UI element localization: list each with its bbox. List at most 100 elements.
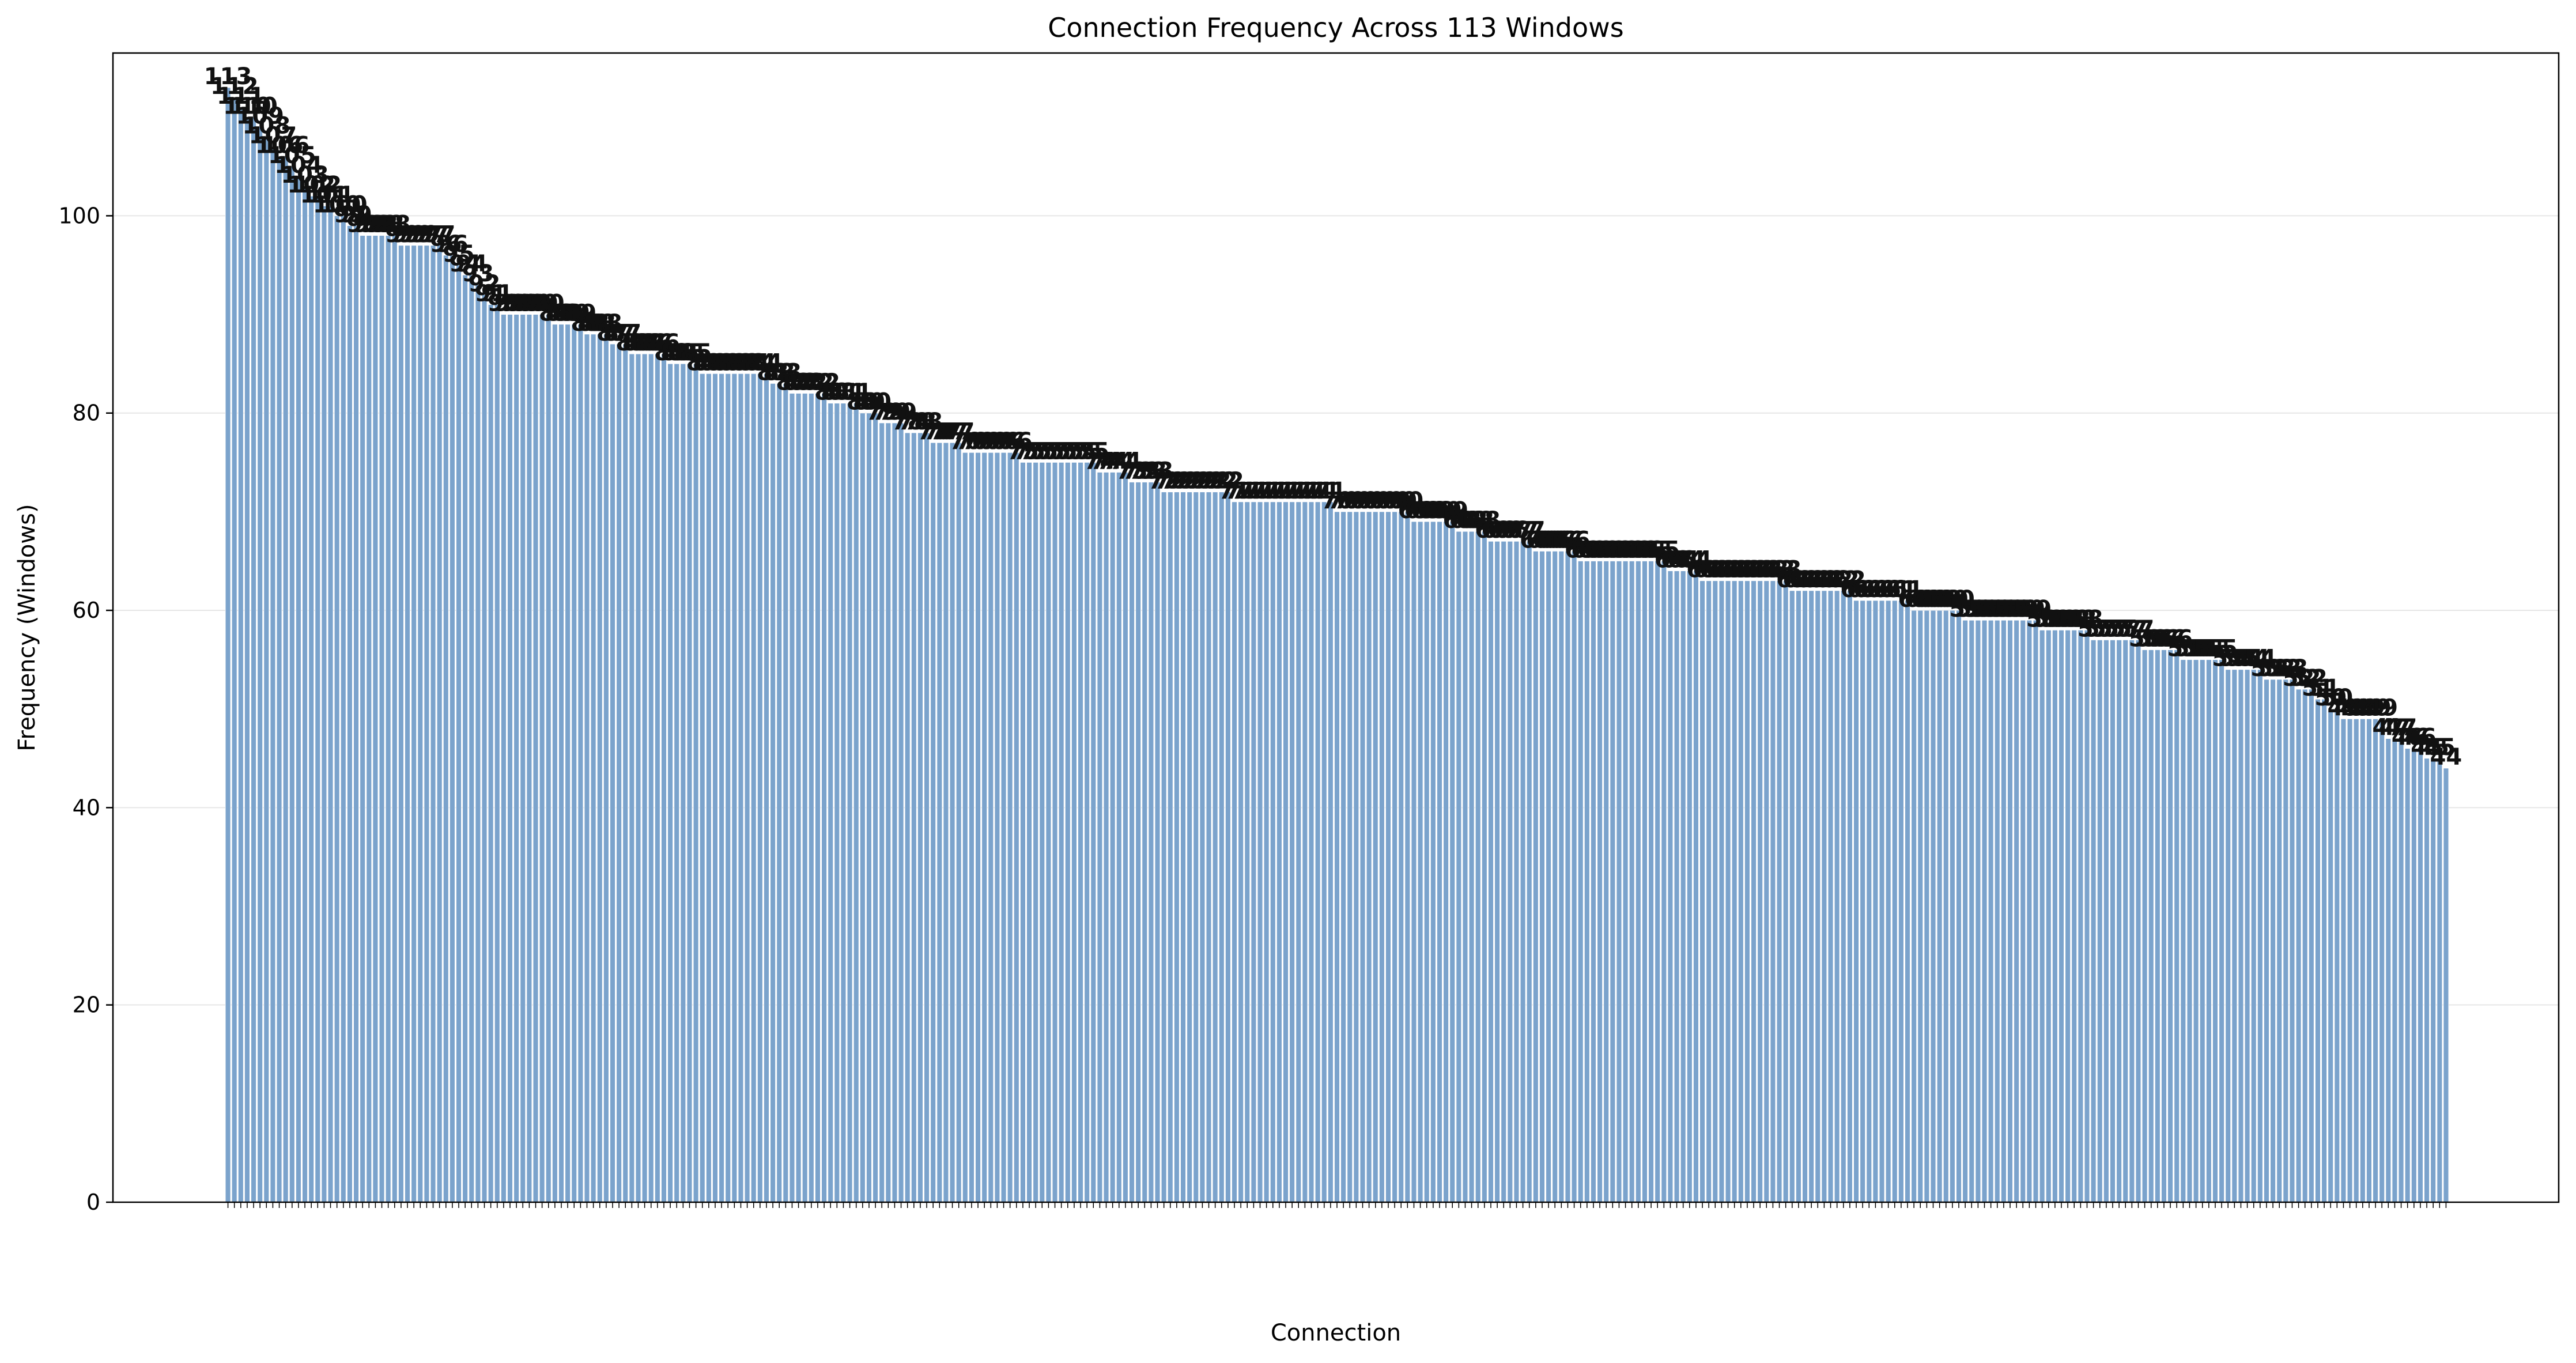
bar — [898, 422, 904, 1203]
bar-value-label: 78 — [904, 409, 936, 435]
bar-value-label: 56 — [2160, 626, 2193, 652]
bar — [2302, 689, 2308, 1203]
bar — [340, 216, 346, 1203]
bar-value-label: 62 — [1827, 567, 1860, 593]
bar-value-label: 95 — [443, 241, 475, 267]
bar-value-label: 72 — [1212, 468, 1244, 494]
bar-value-label: 65 — [1629, 537, 1661, 563]
bar — [1808, 590, 1815, 1203]
bar-value-label: 88 — [590, 310, 622, 337]
bar — [1340, 511, 1346, 1203]
bar-value-label: 60 — [1898, 586, 1930, 613]
bar-value-label: 49 — [2359, 694, 2392, 721]
bar — [1577, 561, 1584, 1203]
bar — [430, 245, 436, 1203]
bar — [2328, 708, 2334, 1203]
bar — [1693, 571, 1699, 1203]
bar-value-label: 74 — [1103, 448, 1135, 474]
bar — [2186, 659, 2193, 1203]
bar — [334, 216, 340, 1203]
bar — [2244, 669, 2250, 1203]
bar-value-label: 59 — [1994, 596, 2026, 622]
bar-value-label: 87 — [596, 320, 629, 346]
bar — [2020, 620, 2026, 1203]
bar — [847, 403, 853, 1203]
bar-value-label: 57 — [2078, 616, 2110, 642]
bar — [1398, 511, 1404, 1203]
bar — [1507, 541, 1513, 1203]
bar — [1392, 511, 1397, 1203]
bar-value-label: 89 — [552, 300, 584, 327]
bar-value-label: 85 — [674, 339, 706, 366]
bar — [1532, 550, 1539, 1203]
bar — [2283, 679, 2289, 1203]
bar — [1757, 580, 1763, 1203]
bar-value-label: 90 — [507, 290, 539, 317]
bar — [424, 245, 430, 1203]
bar — [1796, 590, 1801, 1203]
bar-value-label: 52 — [2289, 665, 2321, 692]
bar — [1616, 561, 1622, 1203]
bar — [1257, 501, 1263, 1203]
bar-value-label: 67 — [1513, 517, 1546, 543]
bar — [1084, 462, 1090, 1203]
bar-value-label: 57 — [2109, 616, 2141, 642]
bar — [1975, 620, 1981, 1203]
bar — [1090, 462, 1097, 1203]
bar — [315, 195, 321, 1203]
bar-value-label: 60 — [1911, 586, 1943, 613]
bar-value-label: 50 — [2314, 685, 2347, 711]
bar-value-label: 110 — [229, 93, 278, 119]
bar — [1142, 482, 1148, 1203]
bar-value-label: 75 — [1033, 438, 1065, 465]
bar-value-label: 66 — [1558, 527, 1591, 553]
bar-value-label: 72 — [1154, 468, 1187, 494]
bar-value-label: 98 — [353, 212, 385, 238]
bar — [231, 97, 237, 1203]
bar — [405, 245, 410, 1203]
bar-value-label: 70 — [1366, 488, 1398, 514]
bar-value-label: 93 — [462, 260, 494, 287]
bar-value-label: 101 — [307, 182, 355, 208]
bar — [1751, 580, 1757, 1203]
bar — [2148, 650, 2154, 1203]
bar-value-label: 97 — [404, 221, 436, 248]
bar-value-label: 68 — [1456, 507, 1488, 534]
bar-value-label: 82 — [802, 369, 834, 396]
bar-value-label: 77 — [936, 418, 969, 445]
bar — [372, 235, 379, 1203]
bar — [2315, 699, 2321, 1203]
bar — [859, 413, 866, 1203]
bar — [1898, 600, 1904, 1203]
bar — [2437, 758, 2443, 1203]
bar-value-label: 82 — [789, 369, 821, 396]
bar-value-label: 94 — [449, 251, 481, 277]
bar — [391, 235, 398, 1203]
bar-value-label: 59 — [1955, 596, 1988, 622]
y-tick-label: 0 — [86, 1190, 100, 1215]
bar-value-label: 89 — [539, 300, 571, 327]
bar — [263, 137, 270, 1203]
bar — [1655, 561, 1661, 1203]
bar — [2103, 639, 2109, 1203]
bar — [1251, 501, 1257, 1203]
bar-value-label: 76 — [949, 428, 981, 455]
bar — [1738, 580, 1744, 1203]
bar-value-label: 71 — [1276, 478, 1308, 504]
bar — [2084, 629, 2090, 1203]
bar — [1488, 541, 1494, 1203]
bar-value-label: 69 — [1404, 497, 1437, 524]
bar-value-label: 98 — [360, 212, 392, 238]
bar — [2295, 689, 2302, 1203]
bar-value-label: 86 — [616, 330, 648, 356]
bar-value-label: 75 — [1064, 438, 1097, 465]
bar — [1013, 452, 1019, 1203]
bar-value-label: 71 — [1282, 478, 1315, 504]
bar — [994, 452, 1000, 1203]
bar — [1731, 580, 1738, 1203]
bar-value-label: 72 — [1206, 468, 1238, 494]
bar — [2078, 629, 2084, 1203]
bar — [1026, 462, 1032, 1203]
bar-value-label: 57 — [2122, 616, 2155, 642]
bar — [2276, 679, 2283, 1203]
